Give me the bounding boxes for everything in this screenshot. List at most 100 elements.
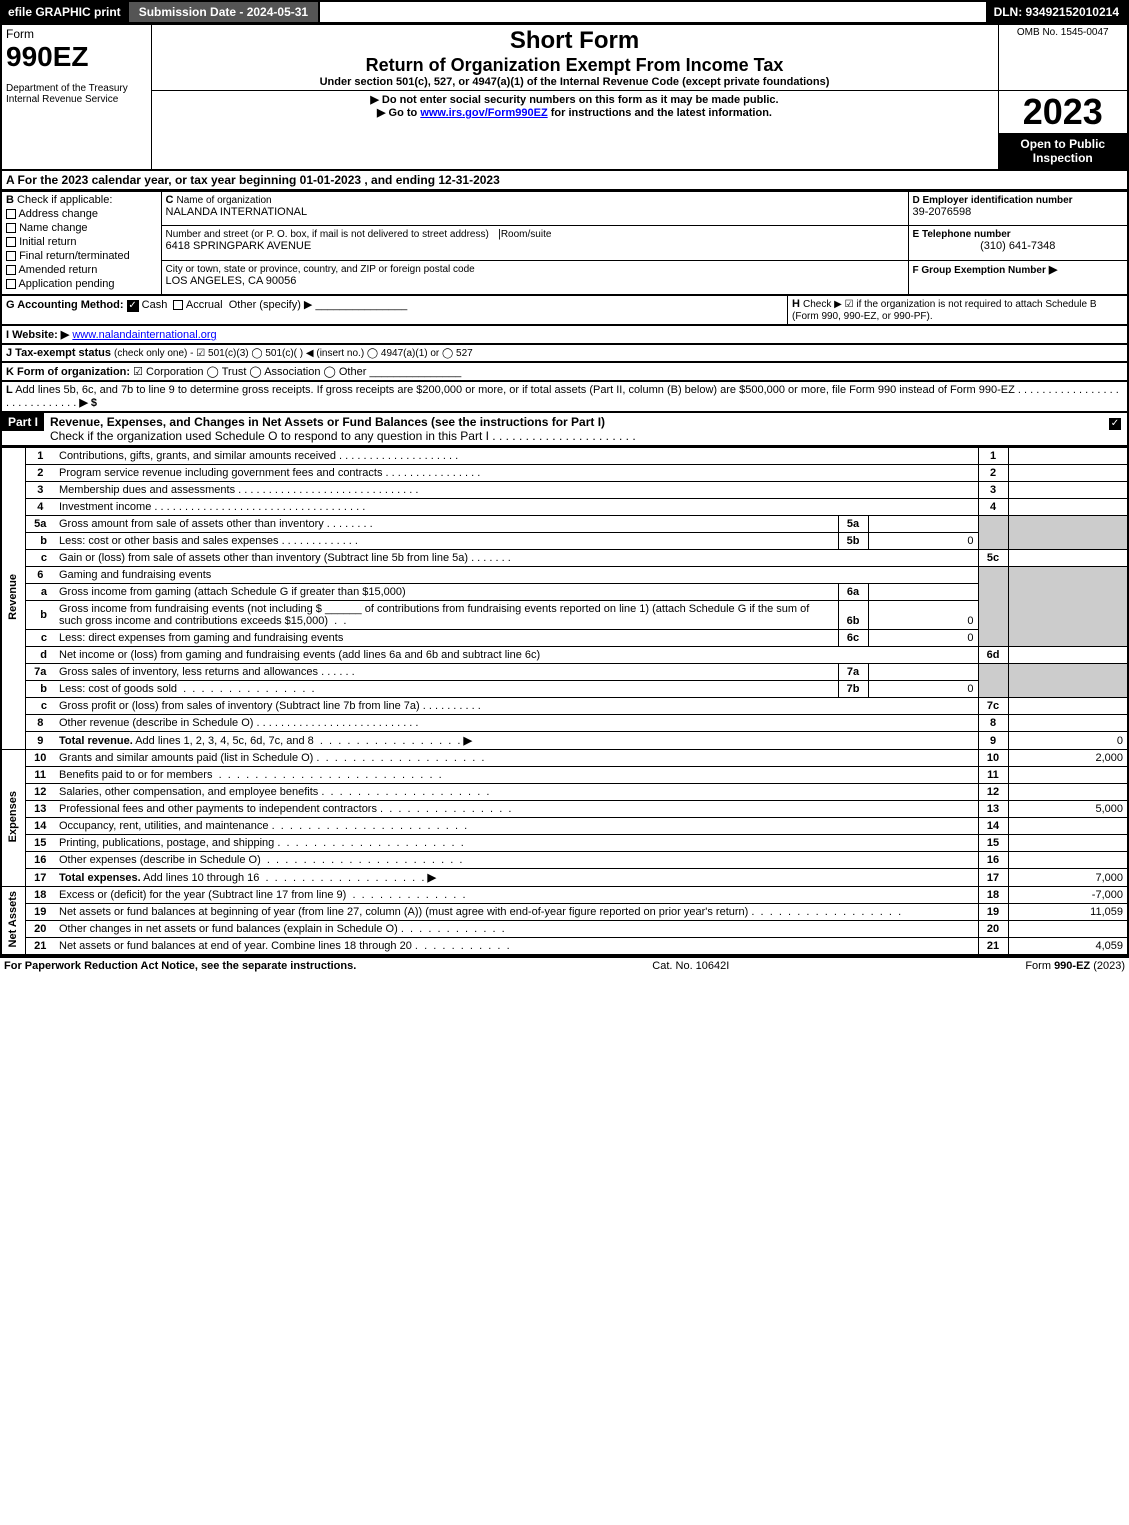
line-9-rval: 0 — [1008, 732, 1128, 750]
line-18-rnum: 18 — [978, 887, 1008, 904]
line-12-rnum: 12 — [978, 784, 1008, 801]
shaded-cell — [1008, 664, 1128, 698]
section-h-label: H — [792, 298, 800, 310]
section-e: E Telephone number (310) 641-7348 — [908, 226, 1128, 260]
line-7c-rval — [1008, 698, 1128, 715]
line-7b-num: b — [25, 681, 55, 698]
line-13-desc: Professional fees and other payments to … — [55, 801, 978, 818]
irs-label: Internal Revenue Service — [6, 94, 147, 105]
submission-date: Submission Date - 2024-05-31 — [127, 2, 320, 22]
line-11-rnum: 11 — [978, 767, 1008, 784]
part-1-header: Part I Revenue, Expenses, and Changes in… — [0, 413, 1129, 447]
line-17-num: 17 — [25, 869, 55, 887]
arrow-icon: ▶ — [1049, 264, 1057, 276]
netassets-section-label: Net Assets — [1, 887, 25, 956]
tax-exempt-label: J Tax-exempt status — [6, 347, 111, 359]
line-7b-desc: Less: cost of goods sold . . . . . . . .… — [55, 681, 838, 698]
line-10-num: 10 — [25, 750, 55, 767]
info-table: B Check if applicable: Address change Na… — [0, 191, 1129, 296]
line-21-num: 21 — [25, 938, 55, 956]
section-h-text: Check ▶ ☑ if the organization is not req… — [792, 299, 1097, 322]
line-13-num: 13 — [25, 801, 55, 818]
line-16-desc: Other expenses (describe in Schedule O) … — [55, 852, 978, 869]
part-1-check-text: Check if the organization used Schedule … — [50, 429, 489, 443]
line-5c-desc: Gain or (loss) from sale of assets other… — [55, 550, 978, 567]
cash-label: Cash — [142, 299, 168, 311]
section-l-text: Add lines 5b, 6c, and 7b to line 9 to de… — [15, 384, 1015, 396]
street-value: 6418 SPRINGPARK AVENUE — [166, 240, 312, 252]
line-7b-mnum: 7b — [838, 681, 868, 698]
shaded-cell — [978, 516, 1008, 550]
line-14-rnum: 14 — [978, 818, 1008, 835]
top-bar: efile GRAPHIC print Submission Date - 20… — [0, 0, 1129, 24]
line-15-num: 15 — [25, 835, 55, 852]
line-3-desc: Membership dues and assessments . . . . … — [55, 482, 978, 499]
part-1-label: Part I — [2, 413, 44, 431]
line-13-rval: 5,000 — [1008, 801, 1128, 818]
line-2-rnum: 2 — [978, 465, 1008, 482]
section-c-label: C — [166, 194, 174, 206]
website-label: I Website: ▶ — [6, 329, 69, 341]
line-21-rnum: 21 — [978, 938, 1008, 956]
line-7b-mval: 0 — [868, 681, 978, 698]
other-specify: Other (specify) ▶ — [229, 299, 313, 311]
line-8-rnum: 8 — [978, 715, 1008, 732]
line-3-rval — [1008, 482, 1128, 499]
line-5b-mval: 0 — [868, 533, 978, 550]
topbar-spacer — [320, 2, 985, 22]
line-12-num: 12 — [25, 784, 55, 801]
line-6a-mnum: 6a — [838, 584, 868, 601]
line-2-rval — [1008, 465, 1128, 482]
line-16-num: 16 — [25, 852, 55, 869]
line-15-rval — [1008, 835, 1128, 852]
ein-label: D Employer identification number — [913, 195, 1073, 206]
dln-label: DLN: 93492152010214 — [986, 2, 1127, 22]
line-6d-desc: Net income or (loss) from gaming and fun… — [55, 647, 978, 664]
line-6a-num: a — [25, 584, 55, 601]
tax-year: 2023 — [999, 91, 1128, 133]
open-inspection: Open to Public Inspection — [999, 133, 1128, 169]
page-footer: For Paperwork Reduction Act Notice, see … — [0, 956, 1129, 974]
line-6-num: 6 — [25, 567, 55, 584]
form-header: Form 990EZ Department of the Treasury In… — [0, 24, 1129, 171]
form-number: 990EZ — [6, 41, 147, 73]
section-l-label: L — [6, 384, 13, 396]
line-3-rnum: 3 — [978, 482, 1008, 499]
section-l: L Add lines 5b, 6c, and 7b to line 9 to … — [0, 382, 1129, 413]
line-5b-num: b — [25, 533, 55, 550]
ein-value: 39-2076598 — [913, 206, 972, 218]
line-9-rnum: 9 — [978, 732, 1008, 750]
line-6c-mval: 0 — [868, 630, 978, 647]
line-18-rval: -7,000 — [1008, 887, 1128, 904]
form-org-text: ☑ Corporation ◯ Trust ◯ Association ◯ Ot… — [133, 366, 366, 378]
line-13-rnum: 13 — [978, 801, 1008, 818]
line-21-desc: Net assets or fund balances at end of ye… — [55, 938, 978, 956]
footer-left: For Paperwork Reduction Act Notice, see … — [4, 960, 356, 972]
line-20-rnum: 20 — [978, 921, 1008, 938]
line-1-rval — [1008, 448, 1128, 465]
line-5b-mnum: 5b — [838, 533, 868, 550]
line-19-desc: Net assets or fund balances at beginning… — [55, 904, 978, 921]
line-7a-num: 7a — [25, 664, 55, 681]
line-19-rnum: 19 — [978, 904, 1008, 921]
form-label: Form — [6, 27, 147, 41]
phone-label: E Telephone number — [913, 229, 1011, 240]
line-5c-num: c — [25, 550, 55, 567]
checkbox-checked-icon: ✓ — [127, 300, 139, 312]
check-name-change: Name change — [6, 222, 157, 234]
website-link[interactable]: www.nalandainternational.org — [72, 329, 216, 341]
section-k: K Form of organization: ☑ Corporation ◯ … — [0, 363, 1129, 382]
line-6d-rval — [1008, 647, 1128, 664]
line-8-num: 8 — [25, 715, 55, 732]
line-1-rnum: 1 — [978, 448, 1008, 465]
line-5a-num: 5a — [25, 516, 55, 533]
line-17-rval: 7,000 — [1008, 869, 1128, 887]
line-5a-mval — [868, 516, 978, 533]
line-6b-desc: Gross income from fundraising events (no… — [55, 601, 838, 630]
line-19-num: 19 — [25, 904, 55, 921]
line-7c-num: c — [25, 698, 55, 715]
line-6c-mnum: 6c — [838, 630, 868, 647]
irs-link[interactable]: www.irs.gov/Form990EZ — [420, 107, 547, 119]
note-ssn: ▶ Do not enter social security numbers o… — [156, 93, 994, 106]
dept-label: Department of the Treasury — [6, 83, 147, 94]
